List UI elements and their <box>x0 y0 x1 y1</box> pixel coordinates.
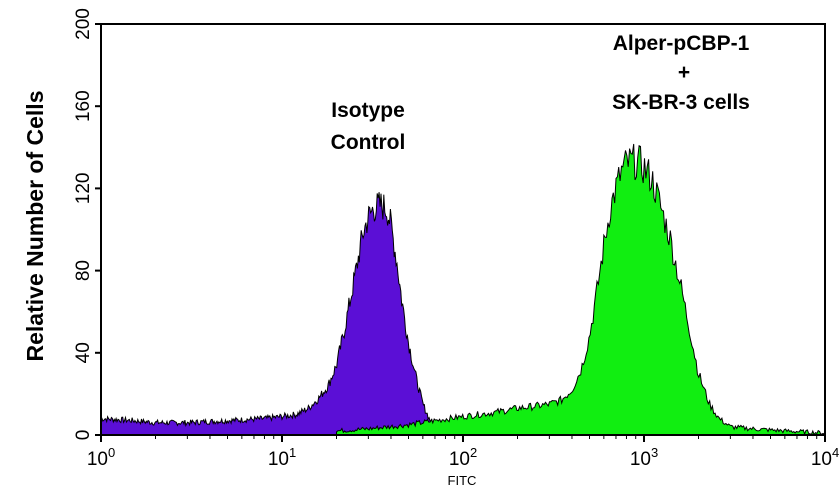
isotype-label-line1: Isotype <box>331 99 405 122</box>
y-axis-label: Relative Number of Cells <box>22 91 48 362</box>
y-tick-label: 0 <box>73 430 94 441</box>
x-axis-label: FITC <box>448 473 477 488</box>
sample-label-line1: Alper-pCBP-1 <box>613 32 750 55</box>
y-tick-label: 120 <box>73 173 94 205</box>
tick-layer: 0 40 80 120 160 200 100 101 102 103 104 <box>73 8 839 470</box>
series-layer <box>100 143 826 436</box>
x-tick-label: 102 <box>449 445 477 470</box>
sample-label-line3: SK-BR-3 cells <box>612 91 750 114</box>
histogram-series-1 <box>100 192 441 436</box>
y-tick-label: 80 <box>73 260 94 281</box>
y-tick-label: 40 <box>73 342 94 363</box>
y-tick-label: 160 <box>73 90 94 122</box>
x-tick-label: 104 <box>811 445 839 470</box>
sample-label-line2: + <box>678 61 690 84</box>
x-tick-label: 101 <box>268 445 296 470</box>
isotype-label-line2: Control <box>331 131 406 154</box>
x-tick-label: 100 <box>87 445 115 470</box>
x-tick-label: 103 <box>630 445 658 470</box>
plot-frame <box>100 23 826 436</box>
histogram-series-2 <box>336 143 826 436</box>
y-tick-label: 200 <box>73 8 94 40</box>
